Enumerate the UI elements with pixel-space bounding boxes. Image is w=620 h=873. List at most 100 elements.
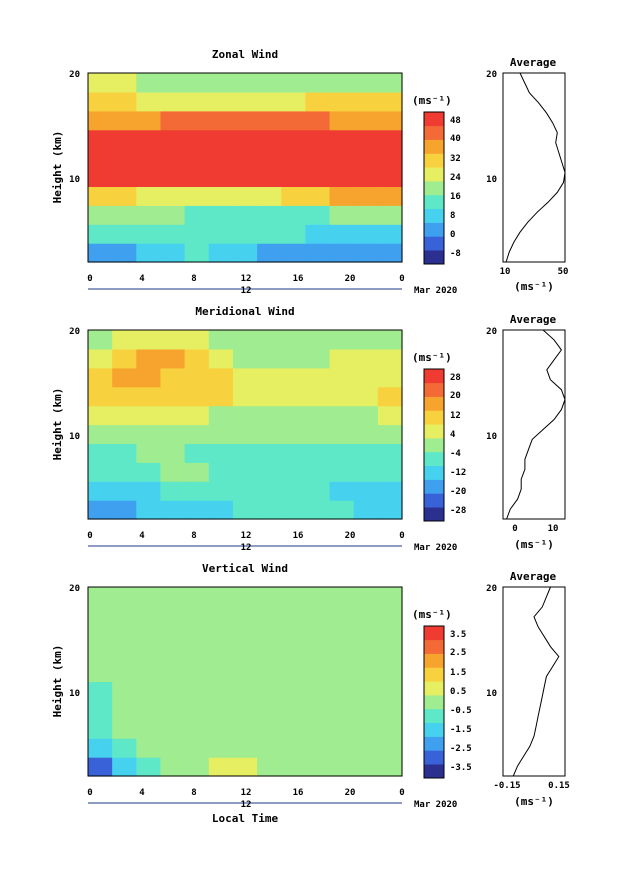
heatmap-cell	[353, 500, 379, 520]
heatmap-cell	[136, 424, 162, 444]
colorbar-segment	[424, 695, 444, 710]
colorbar-segment	[424, 382, 444, 397]
x-tick-label: 20	[345, 531, 356, 541]
heatmap-cell	[112, 719, 137, 739]
heatmap-cell	[208, 624, 234, 645]
colorbar-tick: 28	[450, 373, 461, 383]
heatmap-cell	[353, 129, 379, 150]
heatmap-cell	[377, 167, 403, 187]
colorbar-tick: -20	[450, 487, 466, 497]
heatmap-cell	[208, 205, 234, 225]
heatmap-cell	[257, 624, 282, 645]
heatmap-cell	[329, 110, 355, 131]
heatmap-cell	[281, 224, 306, 244]
heatmap-cell	[160, 757, 186, 777]
plot-frame	[87, 72, 403, 263]
heatmap-cell	[112, 681, 137, 701]
heatmap-cell	[329, 624, 355, 645]
heatmap-cell	[305, 462, 331, 482]
heatmap-cell	[281, 719, 306, 739]
avg-y-tick: 10	[486, 432, 497, 442]
heatmap-cell	[112, 424, 137, 444]
heatmap-cell	[112, 129, 137, 150]
heatmap-cell	[329, 129, 355, 150]
x-tick-label: 16	[293, 531, 304, 541]
heatmap-cell	[208, 738, 234, 758]
heatmap-cell	[232, 681, 258, 701]
heatmap-cell	[353, 367, 379, 388]
heatmap-cell	[184, 662, 210, 683]
heatmap-cell	[232, 462, 258, 482]
heatmap-cell	[353, 91, 379, 112]
heatmap-cell	[184, 348, 210, 369]
heatmap-cell	[160, 73, 186, 93]
x-tick-label: 0	[87, 788, 92, 798]
colorbar-tick: -4	[450, 449, 461, 459]
heatmap-cell	[281, 443, 306, 463]
colorbar-segment	[424, 194, 444, 210]
avg-y-tick: 20	[486, 584, 497, 594]
colorbar-segment	[424, 181, 444, 196]
colorbar-tick: 20	[450, 391, 461, 401]
x-tick-label: 4	[139, 788, 145, 798]
heatmap-cell	[184, 738, 210, 758]
heatmap-cell	[136, 110, 162, 131]
x-tick-label: 20	[345, 274, 356, 284]
heatmap-cell	[377, 757, 403, 777]
heatmap-cell	[377, 681, 403, 701]
y-tick-label: 20	[69, 70, 80, 80]
heatmap-cell	[353, 330, 379, 350]
heatmap-cell	[257, 500, 282, 520]
heatmap-cell	[208, 424, 234, 444]
heatmap-cell	[208, 643, 234, 664]
colorbar-segment	[424, 424, 444, 439]
colorbar-tick: -1.5	[450, 725, 472, 735]
heatmap-cell	[184, 757, 210, 777]
heatmap-cell	[281, 91, 306, 112]
heatmap-cell	[160, 186, 186, 206]
heatmap-cell	[184, 500, 210, 520]
heatmap-cell	[353, 443, 379, 463]
heatmap-cell	[88, 186, 113, 206]
heatmap-cell	[305, 348, 331, 369]
avg-x-label: (ms⁻¹)	[514, 795, 554, 808]
heatmap-cell	[305, 330, 331, 350]
heatmap-cell	[329, 738, 355, 758]
heatmap-cell	[257, 738, 282, 758]
colorbar-tick: 24	[450, 173, 461, 183]
heatmap-cell	[377, 330, 403, 350]
colorbar-tick: 3.5	[450, 630, 466, 640]
heatmap-cell	[353, 587, 379, 607]
heatmap-cell	[329, 587, 355, 607]
heatmap-cell	[305, 757, 331, 777]
heatmap-cell	[184, 605, 210, 626]
heatmap-cell	[281, 624, 306, 645]
vertical-heatmap	[88, 587, 403, 777]
colorbar-segment	[424, 626, 444, 641]
heatmap-cell	[208, 110, 234, 131]
heatmap-cell	[208, 129, 234, 150]
heatmap-cell	[257, 405, 282, 426]
heatmap-cell	[281, 148, 306, 169]
average-profile-line	[505, 72, 566, 263]
heatmap-cell	[136, 91, 162, 112]
heatmap-cell	[112, 167, 137, 187]
heatmap-cell	[353, 205, 379, 225]
heatmap-cell	[257, 424, 282, 444]
heatmap-cell	[329, 643, 355, 664]
heatmap-cell	[136, 624, 162, 645]
colorbar-segment	[424, 736, 444, 751]
heatmap-cell	[257, 167, 282, 187]
avg-y-tick: 10	[486, 175, 497, 185]
heatmap-cell	[184, 700, 210, 720]
heatmap-cell	[305, 367, 331, 388]
heatmap-cell	[353, 424, 379, 444]
colorbar-tick: 2.5	[450, 648, 466, 658]
colorbar-segment	[424, 653, 444, 668]
colorbar-segment	[424, 667, 444, 682]
heatmap-cell	[160, 605, 186, 626]
heatmap-cell	[160, 643, 186, 664]
heatmap-cell	[232, 605, 258, 626]
heatmap-cell	[377, 424, 403, 444]
